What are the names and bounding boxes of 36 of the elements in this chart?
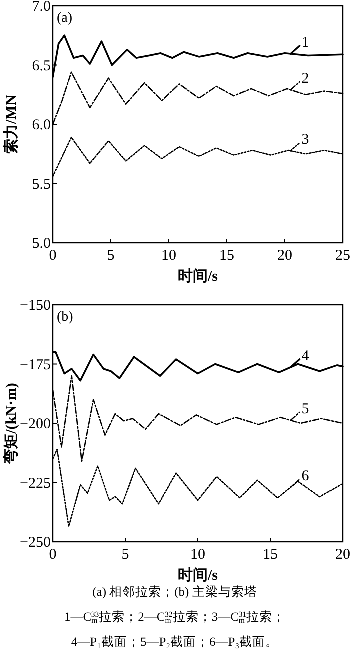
legend-label: 2 — [302, 71, 310, 88]
y-tick-label: −150 — [20, 298, 51, 314]
annotation: (a) — [57, 11, 73, 26]
x-tick-label: 15 — [220, 248, 234, 264]
y-tick-label: 5.5 — [32, 176, 51, 193]
x-tick-label: 15 — [263, 547, 278, 563]
annotation: (b) — [57, 310, 74, 325]
x-tick-label: 20 — [336, 547, 350, 563]
y-tick-label: 5.0 — [32, 236, 51, 252]
y-axis-title: 索力/MN — [3, 94, 20, 154]
legend-label: 1 — [302, 34, 310, 51]
x-tick-label: 5 — [122, 547, 130, 563]
x-axis-title: 时间/s — [178, 567, 218, 584]
x-tick-label: 0 — [49, 547, 57, 563]
legend-label: 6 — [302, 468, 310, 484]
legend-label: 4 — [302, 348, 310, 364]
legend-label: 5 — [302, 402, 310, 418]
x-tick-label: 25 — [336, 248, 350, 264]
legend-label: 3 — [302, 132, 310, 148]
y-tick-label: −250 — [20, 535, 51, 551]
y-tick-label: 6.0 — [32, 118, 51, 134]
y-tick-label: −200 — [20, 416, 51, 432]
text: 4—P₁截面；5—P₂截面；6—P₃截面。 — [71, 635, 279, 649]
text: (a) 相邻拉索；(b) 主梁与索塔 — [92, 584, 258, 599]
y-tick-label: −175 — [20, 357, 51, 374]
x-tick-label: 10 — [162, 248, 176, 264]
x-axis-title: 时间/s — [178, 268, 218, 285]
y-axis-title: 弯矩/(kN·m) — [2, 383, 20, 465]
x-tick-label: 5 — [107, 248, 115, 264]
x-tick-label: 0 — [49, 248, 57, 264]
y-tick-label: 7.0 — [32, 0, 51, 15]
x-tick-label: 20 — [278, 248, 292, 264]
x-tick-label: 10 — [190, 547, 206, 563]
text: 1—C$_{m}$$^{33}$拉索；2—C$_{m}$$^{32}$拉索；3—C$_{m}$$^{31}$拉索； — [64, 610, 286, 626]
y-tick-label: 6.5 — [32, 58, 51, 74]
y-tick-label: −225 — [20, 476, 51, 492]
